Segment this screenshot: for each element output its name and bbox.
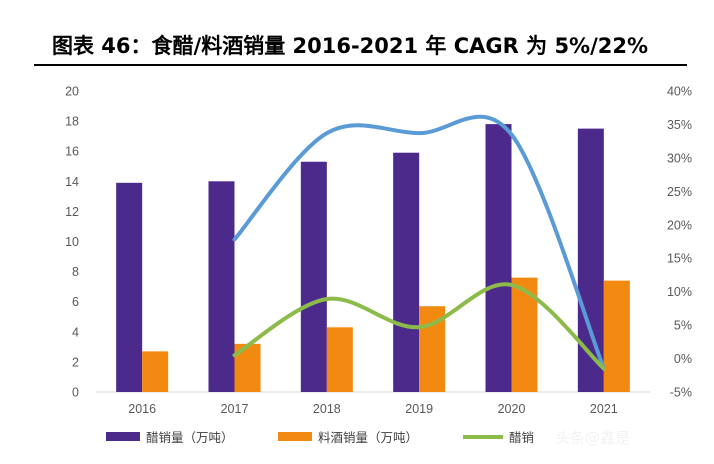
chart-title: 图表 46：食醋/料酒销量 2016-2021 年 CAGR 为 5%/22% <box>52 34 649 58</box>
y-left-tick-label: 20 <box>65 85 79 99</box>
vinegar-growth-line <box>232 282 606 371</box>
y-left-tick-label: 14 <box>65 175 79 189</box>
y-left-tick-label: 8 <box>72 265 79 279</box>
legend-cooking-wine-label: 料酒销量（万吨） <box>318 430 418 445</box>
vinegar-sales-bar <box>393 152 420 392</box>
vinegar-sales-bar <box>300 161 327 392</box>
vinegar-sales-bar <box>116 182 143 392</box>
y-left-tick-label: 12 <box>65 205 79 219</box>
y-right-tick-label: 10% <box>667 285 692 299</box>
x-tick-label: 2018 <box>313 402 341 416</box>
y-left-tick-label: 4 <box>72 325 79 339</box>
x-tick-label: 2016 <box>128 402 156 416</box>
x-tick-label: 2017 <box>221 402 249 416</box>
y-right-tick-label: 0% <box>674 352 692 366</box>
cooking-wine-sales-bar <box>326 327 353 392</box>
y-right-tick-label: 30% <box>667 151 692 165</box>
y-right-tick-label: 40% <box>667 85 692 99</box>
legend-vinegar-growth-label: 醋销 <box>509 430 534 445</box>
vinegar-sales-bar <box>577 128 604 392</box>
y-right-tick-label: 5% <box>674 319 692 333</box>
x-tick-label: 2019 <box>405 402 433 416</box>
legend-cooking-wine-swatch <box>278 432 312 441</box>
title-underline <box>34 64 687 66</box>
watermark: 头条@鑫是 <box>555 429 631 447</box>
y-right-tick-label: 20% <box>667 218 692 232</box>
y-left-tick-label: 2 <box>72 355 79 369</box>
x-tick-label: 2021 <box>590 402 618 416</box>
vinegar-sales-bar <box>208 181 235 392</box>
y-right-tick-label: -5% <box>670 386 692 400</box>
x-tick-label: 2020 <box>498 402 526 416</box>
y-left-tick-label: 0 <box>72 386 79 400</box>
cooking-wine-sales-bar <box>142 351 169 392</box>
legend-vinegar-label: 醋销量（万吨） <box>146 430 234 445</box>
y-left-tick-label: 6 <box>72 295 79 309</box>
y-left-tick-label: 18 <box>65 115 79 129</box>
y-right-tick-label: 25% <box>667 185 692 199</box>
y-right-tick-label: 35% <box>667 118 692 132</box>
y-right-tick-label: 15% <box>667 252 692 266</box>
cooking-wine-sales-bar <box>603 280 630 392</box>
y-left-tick-label: 16 <box>65 145 79 159</box>
chart-title-block: 图表 46：食醋/料酒销量 2016-2021 年 CAGR 为 5%/22% <box>0 0 714 66</box>
y-left-tick-label: 10 <box>65 235 79 249</box>
legend-vinegar-swatch <box>106 432 140 441</box>
blue-growth-line <box>232 114 606 371</box>
vinegar-sales-bar <box>485 124 512 393</box>
